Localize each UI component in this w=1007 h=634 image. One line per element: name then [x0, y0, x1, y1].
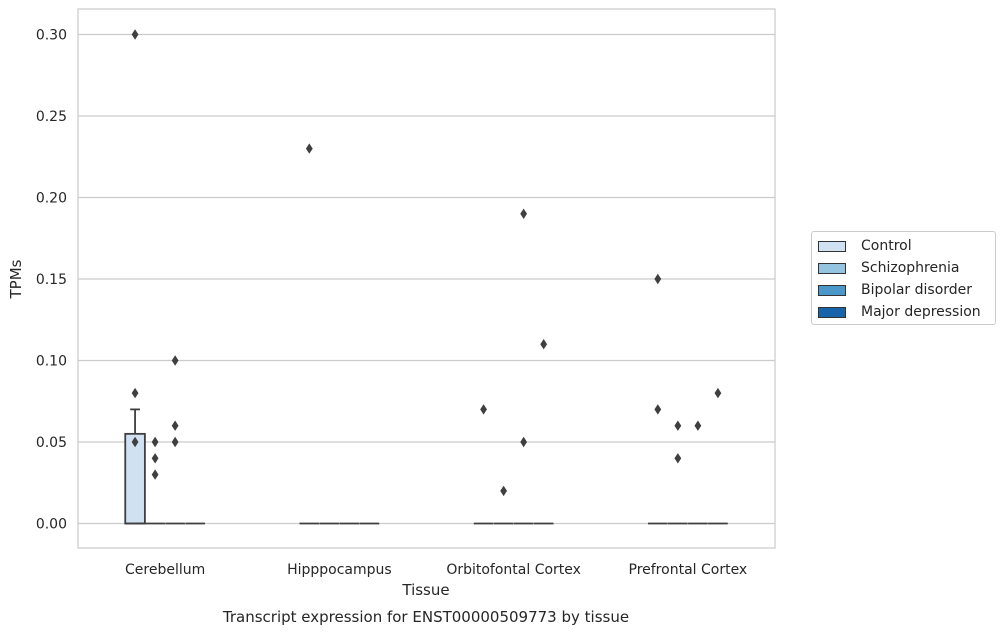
outlier-point [480, 404, 487, 415]
outlier-point [131, 29, 139, 40]
box-schizophrenia [145, 436, 165, 525]
legend-label-control: Control [861, 238, 912, 254]
legend-label-major-depression: Major depression [861, 304, 981, 320]
outlier-point [131, 436, 139, 448]
outlier-point [674, 453, 682, 464]
legend-swatch-bipolar-disorder [818, 284, 846, 296]
box-major-depression [708, 387, 728, 525]
box-control [299, 143, 320, 525]
x-tick-label: Orbitofontal Cortex [446, 562, 581, 578]
legend-swatch-major-depression [818, 306, 846, 318]
y-tick-label: 0.20 [36, 191, 67, 207]
box-control [473, 404, 494, 525]
outlier-point [654, 273, 662, 285]
chart-caption: Transcript expression for ENST0000050977… [222, 608, 629, 626]
outlier-point [171, 420, 179, 431]
legend-item-bipolar-disorder: Bipolar disorder [818, 280, 972, 300]
x-tick-label: Hipppocampus [287, 562, 392, 578]
y-tick-label: 0.05 [36, 435, 67, 451]
box-bipolar-disorder [165, 355, 185, 525]
legend-swatch-control [818, 240, 846, 252]
outlier-point [171, 436, 179, 448]
legend-label-bipolar-disorder: Bipolar disorder [861, 282, 973, 298]
outlier-point [500, 485, 508, 497]
box-bipolar-disorder [688, 420, 708, 525]
outlier-point [654, 404, 662, 415]
y-tick-label: 0.15 [36, 272, 67, 288]
box-major-depression [533, 339, 554, 525]
x-axis-title: Tissue [401, 581, 449, 599]
outlier-point [674, 420, 682, 431]
box-layer [124, 29, 728, 525]
box-schizophrenia [668, 420, 688, 525]
legend-item-schizophrenia: Schizophrenia [818, 258, 959, 278]
gridlines [78, 33, 775, 525]
x-tick-label: Prefrontal Cortex [629, 562, 748, 578]
box-control [647, 273, 668, 525]
y-tick-label: 0.30 [36, 28, 67, 44]
outlier-point [171, 355, 179, 366]
x-tick-labels: Cerebellum Hipppocampus Orbitofontal Corte… [125, 562, 747, 578]
outlier-point [151, 469, 159, 480]
outlier-point [540, 339, 548, 350]
outlier-point [151, 453, 159, 464]
box-bipolar-disorder [513, 208, 534, 525]
outlier-point [520, 208, 528, 219]
box-schizophrenia [493, 485, 514, 525]
y-tick-label: 0.25 [36, 109, 67, 125]
plot-area-frame [77, 8, 776, 549]
y-tick-label: 0.00 [36, 517, 67, 533]
outlier-point [520, 436, 528, 448]
box-body [124, 432, 146, 525]
legend-item-control: Control [818, 236, 912, 256]
outlier-point [714, 387, 722, 399]
outlier-point [305, 143, 313, 154]
legend-label-schizophrenia: Schizophrenia [861, 260, 960, 276]
outlier-point [694, 420, 702, 431]
y-axis-title: TPMs [7, 259, 25, 299]
y-tick-label: 0.10 [36, 354, 67, 370]
outlier-point [131, 387, 139, 399]
legend: Control Schizophrenia Bipolar disorder M… [811, 231, 996, 325]
legend-swatch-schizophrenia [818, 262, 846, 274]
y-tick-labels: 0.00 0.05 0.10 0.15 0.20 0.25 0.30 [36, 28, 67, 533]
x-tick-label: Cerebellum [125, 562, 205, 578]
legend-item-major-depression: Major depression [818, 302, 981, 322]
box-control [124, 29, 146, 525]
outlier-point [151, 436, 159, 448]
